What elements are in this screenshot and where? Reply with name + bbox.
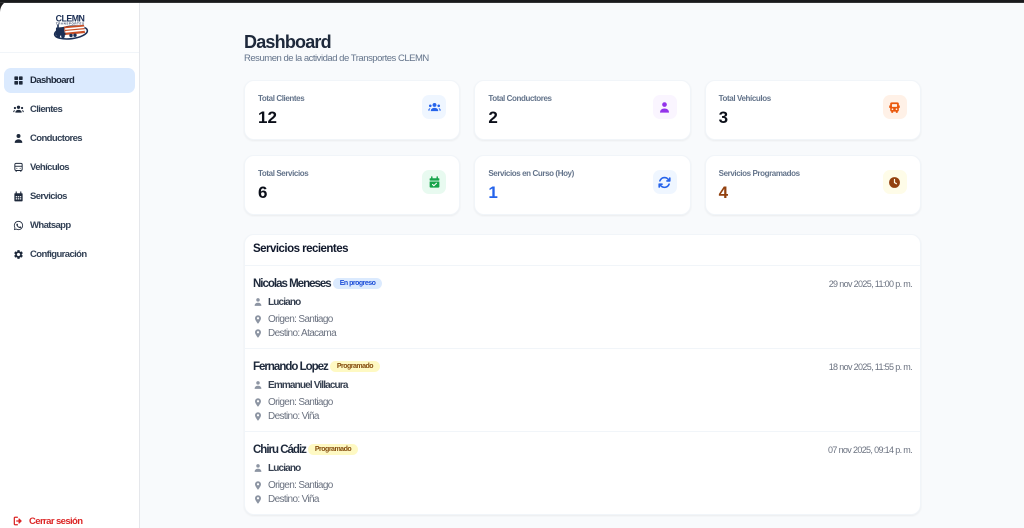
svg-text:CLEMN: CLEMN [55,13,84,23]
svg-text:TRANSPORTES: TRANSPORTES [55,22,84,26]
